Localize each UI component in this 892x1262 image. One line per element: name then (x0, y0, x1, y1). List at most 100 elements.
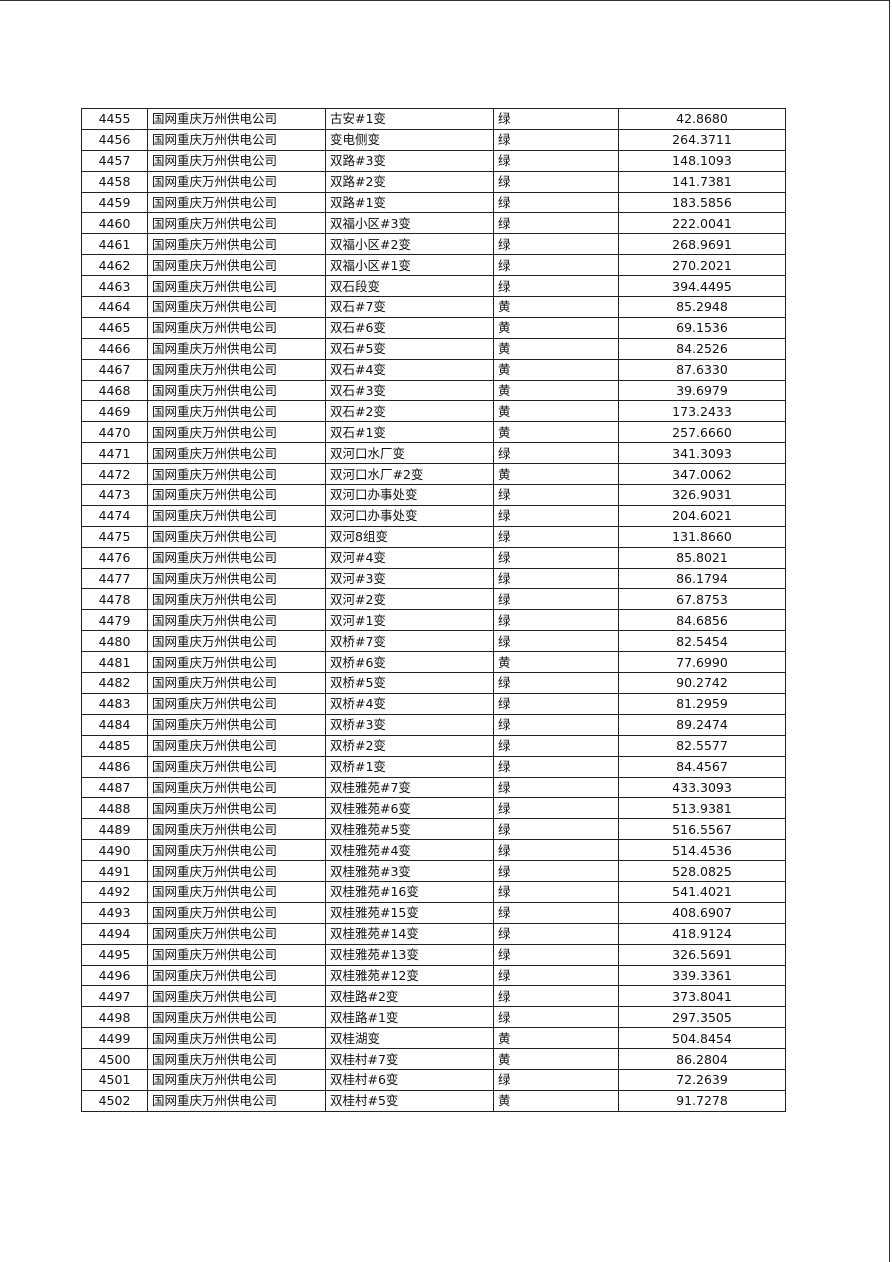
transformer-name-cell: 双石#7变 (325, 296, 494, 318)
table-row: 4492 国网重庆万州供电公司 双桂雅苑#16变绿 541.4021 (81, 880, 786, 903)
value-cell: 85.8021 (618, 546, 786, 569)
transformer-name-cell: 双河8组变 (325, 525, 494, 548)
row-number-cell: 4464 (81, 296, 148, 318)
status-color-cell: 黄 (493, 337, 619, 360)
transformer-name-cell: 双桥#2变 (325, 734, 494, 757)
row-number-cell: 4488 (81, 797, 148, 820)
transformer-name-cell: 双河口水厂#2变 (325, 463, 494, 486)
transformer-name-cell: 双河#2变 (325, 588, 494, 611)
table-row: 4501 国网重庆万州供电公司 双桂村#6变绿 72.2639 (81, 1068, 786, 1091)
company-name-cell: 国网重庆万州供电公司 (147, 1027, 326, 1050)
value-cell: 90.2742 (618, 672, 786, 694)
table-row: 4459 国网重庆万州供电公司 双路#1变绿 183.5856 (81, 191, 786, 214)
transformer-name-cell: 双桂湖变 (325, 1027, 494, 1050)
value-cell: 91.7278 (618, 1089, 786, 1112)
status-color-cell: 绿 (493, 860, 619, 882)
row-number-cell: 4497 (81, 985, 148, 1008)
status-color-cell: 绿 (493, 901, 619, 924)
status-color-cell: 绿 (493, 275, 619, 298)
table-row: 4457 国网重庆万州供电公司 双路#3变绿 148.1093 (81, 149, 786, 172)
transformer-name-cell: 双桥#5变 (325, 672, 494, 694)
status-color-cell: 绿 (493, 985, 619, 1008)
transformer-name-cell: 双桥#7变 (325, 630, 494, 653)
status-color-cell: 黄 (493, 358, 619, 381)
table-row: 4499 国网重庆万州供电公司 双桂湖变黄 504.8454 (81, 1027, 786, 1050)
value-cell: 513.9381 (618, 797, 786, 820)
status-color-cell: 绿 (493, 818, 619, 841)
transformer-name-cell: 双福小区#3变 (325, 212, 494, 235)
company-name-cell: 国网重庆万州供电公司 (147, 316, 326, 339)
status-color-cell: 绿 (493, 588, 619, 611)
value-cell: 84.4567 (618, 755, 786, 778)
company-name-cell: 国网重庆万州供电公司 (147, 901, 326, 924)
row-number-cell: 4494 (81, 922, 148, 945)
transformer-name-cell: 双桂雅苑#14变 (325, 922, 494, 945)
transformer-name-cell: 双河口办事处变 (325, 504, 494, 527)
company-name-cell: 国网重庆万州供电公司 (147, 985, 326, 1008)
data-table: 4455 国网重庆万州供电公司 古安#1变绿 42.8680 4456 国网重庆万州供电公… (81, 108, 786, 1112)
status-color-cell: 绿 (493, 692, 619, 715)
company-name-cell: 国网重庆万州供电公司 (147, 672, 326, 694)
row-number-cell: 4465 (81, 316, 148, 339)
transformer-name-cell: 双桂雅苑#7变 (325, 776, 494, 799)
company-name-cell: 国网重庆万州供电公司 (147, 275, 326, 298)
company-name-cell: 国网重庆万州供电公司 (147, 484, 326, 506)
value-cell: 72.2639 (618, 1068, 786, 1091)
status-color-cell: 绿 (493, 797, 619, 820)
row-number-cell: 4470 (81, 421, 148, 444)
row-number-cell: 4472 (81, 463, 148, 486)
value-cell: 347.0062 (618, 463, 786, 486)
table-row: 4484 国网重庆万州供电公司 双桥#3变绿 89.2474 (81, 713, 786, 736)
company-name-cell: 国网重庆万州供电公司 (147, 233, 326, 256)
row-number-cell: 4476 (81, 546, 148, 569)
row-number-cell: 4475 (81, 525, 148, 548)
table-row: 4488 国网重庆万州供电公司 双桂雅苑#6变绿 513.9381 (81, 797, 786, 820)
row-number-cell: 4469 (81, 400, 148, 423)
row-number-cell: 4500 (81, 1048, 148, 1070)
status-color-cell: 绿 (493, 504, 619, 527)
company-name-cell: 国网重庆万州供电公司 (147, 860, 326, 882)
transformer-name-cell: 双河口水厂变 (325, 442, 494, 465)
status-color-cell: 绿 (493, 713, 619, 736)
table-row: 4502 国网重庆万州供电公司 双桂村#5变黄 91.7278 (81, 1089, 786, 1112)
row-number-cell: 4482 (81, 672, 148, 694)
company-name-cell: 国网重庆万州供电公司 (147, 755, 326, 778)
company-name-cell: 国网重庆万州供电公司 (147, 1048, 326, 1070)
company-name-cell: 国网重庆万州供电公司 (147, 525, 326, 548)
row-number-cell: 4501 (81, 1068, 148, 1091)
value-cell: 264.3711 (618, 128, 786, 151)
table-row: 4490 国网重庆万州供电公司 双桂雅苑#4变绿 514.4536 (81, 839, 786, 862)
row-number-cell: 4473 (81, 484, 148, 506)
row-number-cell: 4460 (81, 212, 148, 235)
value-cell: 204.6021 (618, 504, 786, 527)
table-row: 4491 国网重庆万州供电公司 双桂雅苑#3变绿 528.0825 (81, 860, 786, 882)
table-row: 4481 国网重庆万州供电公司 双桥#6变黄 77.6990 (81, 651, 786, 674)
company-name-cell: 国网重庆万州供电公司 (147, 149, 326, 172)
row-number-cell: 4478 (81, 588, 148, 611)
value-cell: 408.6907 (618, 901, 786, 924)
table-row: 4461 国网重庆万州供电公司 双福小区#2变绿 268.9691 (81, 233, 786, 256)
company-name-cell: 国网重庆万州供电公司 (147, 170, 326, 193)
transformer-name-cell: 双桥#4变 (325, 692, 494, 715)
value-cell: 82.5454 (618, 630, 786, 653)
row-number-cell: 4455 (81, 108, 148, 130)
company-name-cell: 国网重庆万州供电公司 (147, 880, 326, 903)
table-row: 4489 国网重庆万州供电公司 双桂雅苑#5变绿 516.5567 (81, 818, 786, 841)
table-row: 4468 国网重庆万州供电公司 双石#3变黄 39.6979 (81, 379, 786, 402)
value-cell: 528.0825 (618, 860, 786, 882)
table-row: 4486 国网重庆万州供电公司 双桥#1变绿 84.4567 (81, 755, 786, 778)
transformer-name-cell: 双石#3变 (325, 379, 494, 402)
status-color-cell: 黄 (493, 296, 619, 318)
value-cell: 297.3505 (618, 1006, 786, 1029)
value-cell: 541.4021 (618, 880, 786, 903)
value-cell: 81.2959 (618, 692, 786, 715)
status-color-cell: 绿 (493, 128, 619, 151)
company-name-cell: 国网重庆万州供电公司 (147, 922, 326, 945)
table-row: 4485 国网重庆万州供电公司 双桥#2变绿 82.5577 (81, 734, 786, 757)
status-color-cell: 黄 (493, 316, 619, 339)
company-name-cell: 国网重庆万州供电公司 (147, 421, 326, 444)
status-color-cell: 绿 (493, 546, 619, 569)
transformer-name-cell: 双路#3变 (325, 149, 494, 172)
company-name-cell: 国网重庆万州供电公司 (147, 1068, 326, 1091)
value-cell: 433.3093 (618, 776, 786, 799)
